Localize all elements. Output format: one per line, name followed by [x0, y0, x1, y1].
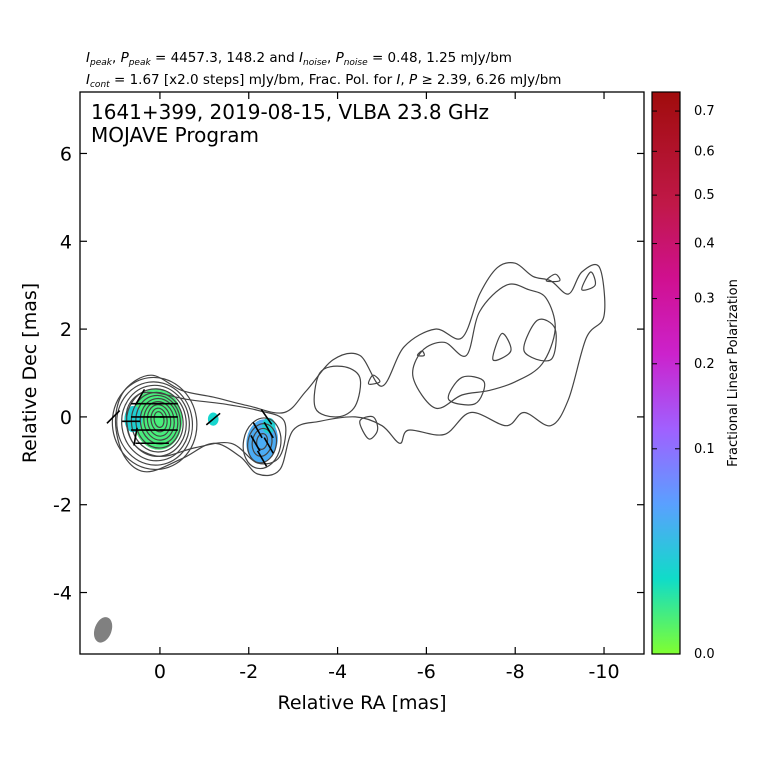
comma-sep-3: , — [400, 72, 409, 88]
x-tick-label: -10 — [589, 661, 620, 683]
jet-contour — [447, 375, 486, 406]
evpa-tick — [133, 427, 138, 446]
colorbar-frame — [651, 91, 681, 655]
contour-level — [251, 427, 273, 457]
contour-level — [111, 376, 198, 471]
i-peak-subscript: peak — [89, 58, 113, 68]
jet-contour — [367, 374, 381, 385]
jet-contour — [523, 318, 557, 362]
evpa-tick — [134, 388, 146, 406]
i-symbol: I — [396, 72, 400, 88]
colorbar-tick-label: 0.7 — [694, 104, 715, 119]
colorbar-tick-label: 0.6 — [694, 144, 715, 159]
i-peak-symbol: I — [86, 50, 90, 66]
evpa-tick — [106, 409, 121, 424]
evpa-tick — [263, 437, 274, 454]
jet-contour — [545, 273, 561, 283]
i-cont-subscript: cont — [90, 80, 110, 90]
colorbar-ticks: 0.0 0.1 0.2 0.3 0.4 0.5 0.6 0.7 — [652, 104, 715, 662]
x-tick-label: -2 — [239, 661, 258, 683]
y-tick-label: -4 — [53, 583, 72, 605]
evpa-tick — [252, 421, 263, 439]
jet-contour — [359, 415, 379, 440]
contour-level — [153, 411, 165, 428]
jet-contour — [492, 332, 512, 362]
contour-layer — [111, 261, 606, 477]
x-tick-label: -6 — [417, 661, 436, 683]
jet-contour — [125, 391, 287, 465]
evpa-tick — [250, 435, 261, 452]
p-noise-symbol: P — [336, 50, 345, 66]
evpa-tick — [260, 409, 273, 425]
contour-level — [116, 381, 194, 466]
p-peak-symbol: P — [121, 50, 130, 66]
polarization-patch — [262, 417, 276, 434]
contour-level — [150, 407, 168, 433]
p-peak-subscript: peak — [128, 58, 152, 68]
x-tick-label: 0 — [154, 661, 166, 683]
chart-title-line-2: MOJAVE Program — [91, 123, 259, 147]
threshold-text: ≥ 2.39, 6.26 mJy/bm — [417, 72, 561, 88]
comma-sep-1: , — [112, 50, 121, 66]
evpa-tick — [256, 450, 268, 467]
i-noise-subscript: noise — [303, 58, 327, 68]
axis-layer: 0 -2 -4 -6 -8 -10 -4 -2 0 2 4 6 — [53, 92, 644, 683]
beam-layer — [93, 617, 113, 643]
y-tick-label: 6 — [60, 143, 72, 165]
polarization-patch — [124, 405, 143, 433]
evpa-layer — [106, 388, 274, 467]
i-cont-symbol: I — [86, 72, 90, 88]
i-noise-symbol: I — [299, 50, 303, 66]
y-tick-label: 2 — [60, 319, 72, 341]
noise-values: = 0.48, 1.25 mJy/bm — [368, 50, 512, 66]
colorbar-tick-label: 0.5 — [694, 188, 715, 203]
colorbar-tick-label: 0.2 — [694, 357, 715, 372]
comma-sep-2: , — [327, 50, 336, 66]
jet-contour — [581, 271, 597, 291]
chart-title-line-1: 1641+399, 2019-08-15, VLBA 23.8 GHz — [91, 100, 489, 124]
plot-frame — [79, 91, 645, 655]
colorbar-tick-label: 0.0 — [694, 647, 715, 662]
p-noise-subscript: noise — [344, 58, 368, 68]
header-line-1: Ipeak, Ppeak = 4457.3, 148.2 and Inoise,… — [86, 50, 512, 68]
colorbar-tick-label: 0.3 — [694, 292, 715, 307]
evpa-tick — [263, 421, 274, 439]
jet-contour — [114, 261, 606, 477]
contour-level — [121, 384, 190, 462]
contour-level — [143, 401, 175, 441]
jet-contour — [313, 365, 362, 418]
y-tick-label: 4 — [60, 231, 72, 253]
jet-contour — [416, 350, 425, 357]
x-tick-label: -4 — [328, 661, 347, 683]
x-axis-label: Relative RA [mas] — [277, 692, 446, 714]
contour-level — [135, 394, 182, 449]
header-line-2: Icont = 1.67 [x2.0 steps] mJy/bm, Frac. … — [86, 72, 561, 90]
contour-level — [146, 404, 172, 437]
colorbar-label: Fractional Linear Polarization — [726, 279, 741, 467]
evpa-tick — [205, 412, 221, 426]
x-tick-label: -8 — [506, 661, 525, 683]
jet-contour — [412, 283, 556, 410]
colorbar-tick-label: 0.1 — [694, 442, 715, 457]
y-tick-label: 0 — [60, 407, 72, 429]
colorbar — [652, 92, 680, 654]
y-tick-label: -2 — [53, 495, 72, 517]
y-axis-label: Relative Dec [mas] — [19, 283, 41, 463]
peak-values: = 4457.3, 148.2 and — [151, 50, 299, 66]
p-symbol: P — [409, 72, 418, 88]
colorbar-tick-label: 0.4 — [694, 237, 715, 252]
cont-text: = 1.67 [x2.0 steps] mJy/bm, Frac. Pol. f… — [110, 72, 397, 88]
beam-ellipse — [93, 617, 113, 643]
